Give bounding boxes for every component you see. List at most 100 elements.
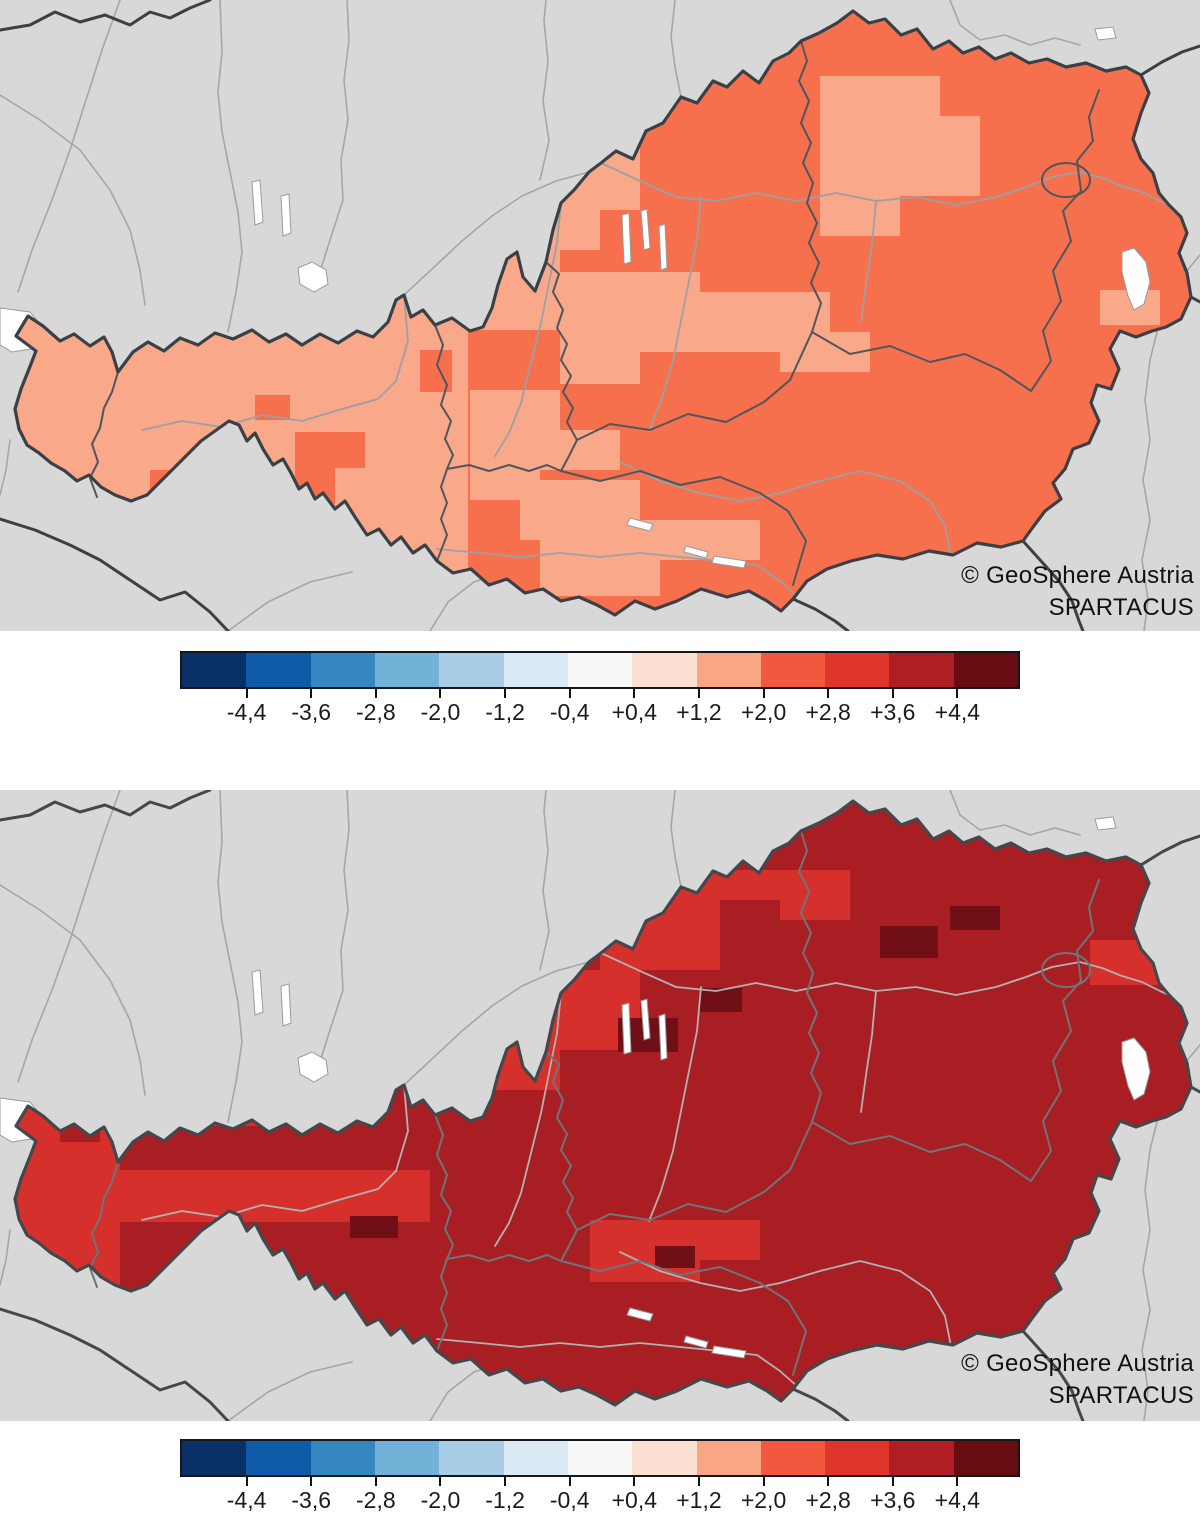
colorbar-tick-label: -4,4	[226, 1487, 267, 1513]
river-line	[860, 990, 877, 1113]
colorbar-segment-8	[696, 653, 761, 687]
colorbar-tick	[568, 1477, 571, 1486]
river-line	[494, 202, 562, 457]
colorbar-segment-9	[760, 653, 826, 687]
river-line	[619, 1251, 952, 1347]
colorbar-tick-label: -1,2	[485, 1487, 525, 1513]
river-line	[17, 790, 121, 1083]
colorbar-tick	[633, 689, 636, 698]
colorbar-tick-label: +2,0	[740, 1487, 787, 1513]
state-border-line	[1030, 879, 1100, 1182]
country-border-line	[0, 790, 212, 822]
country-border-line	[0, 0, 212, 32]
colorbar-tick-label: -0,4	[549, 1487, 590, 1513]
river-line	[436, 548, 799, 598]
colorbar-segment-11	[889, 653, 954, 687]
country-border-line	[1189, 1085, 1200, 1094]
colorbar-segment-8	[696, 1441, 761, 1475]
river-line	[670, 790, 682, 888]
colorbar-tick-label: +0,4	[611, 699, 657, 725]
colorbar-segment-0	[182, 1441, 247, 1475]
lake-shape	[280, 983, 292, 1027]
state-border-line	[446, 1254, 562, 1262]
lake-shape	[251, 969, 264, 1016]
colorbar-tick-label: +1,2	[676, 1487, 722, 1513]
colorbar-tick	[504, 689, 507, 698]
river-line	[436, 1338, 799, 1388]
colorbar-segment-0	[182, 653, 247, 687]
colorbar-tick	[956, 689, 959, 698]
anomaly-patch	[820, 76, 980, 236]
lake-shape	[297, 261, 329, 293]
colorbar-ticks	[180, 689, 1020, 698]
river-line	[317, 0, 350, 279]
river-line	[227, 1361, 353, 1421]
river-line	[403, 171, 590, 296]
lake-shape	[683, 1335, 709, 1349]
colorbar-tick-label: -3,6	[291, 1487, 332, 1513]
river-line	[539, 790, 550, 971]
colorbar-tick	[439, 689, 442, 698]
colorbar-tick	[827, 689, 830, 698]
credit-geosphere: © GeoSphere Austria	[961, 562, 1194, 589]
country-border-line	[0, 517, 230, 631]
lake-shape	[621, 212, 632, 265]
state-border-line	[811, 331, 1032, 392]
colorbar-tick-label: +4,4	[934, 699, 981, 725]
state-border-line	[436, 468, 448, 562]
credit-spartacus: SPARTACUS	[1048, 594, 1194, 621]
country-border-line	[791, 1387, 850, 1421]
lake-shape	[1094, 816, 1117, 831]
colorbar-tick	[439, 1477, 442, 1486]
colorbar-tick-label: -0,4	[549, 699, 590, 725]
colorbar-segment-2	[310, 1441, 375, 1475]
vienna-state-border	[1041, 952, 1091, 988]
lake-shape	[626, 517, 654, 532]
lake-shape	[297, 1051, 329, 1083]
river-line	[494, 992, 562, 1247]
state-border-line	[560, 1229, 578, 1262]
state-border-line	[560, 470, 807, 586]
lake-shape	[621, 1002, 632, 1055]
credit-spartacus: SPARTACUS	[1048, 1382, 1194, 1409]
colorbar-segment-3	[374, 1441, 440, 1475]
anomaly-patch	[295, 432, 365, 504]
colorbar-tick	[697, 689, 700, 698]
colorbar-tick	[633, 1477, 636, 1486]
anomaly-patch	[700, 870, 850, 920]
colorbar-tick	[891, 1477, 894, 1486]
river-line	[217, 0, 243, 333]
color-scale-lower: -4,4 -3,6 -2,8 -2,0 -1,2 -0,4 +0,4 +1,2 +2,0 +2,8…	[180, 1439, 1020, 1514]
colorbar-tick-label: -3,6	[291, 699, 332, 725]
lake-shape	[658, 1013, 668, 1061]
river-line	[949, 0, 1081, 46]
anomaly-patch	[520, 480, 760, 596]
colorbar-segment-11	[889, 1441, 954, 1475]
colorbar-tick-label: +2,8	[805, 1487, 851, 1513]
anomaly-patch	[700, 988, 742, 1012]
colorbar	[180, 1439, 1020, 1477]
state-border-line	[436, 1258, 448, 1352]
river-line	[0, 1229, 11, 1286]
colorbar-ticks	[180, 1477, 1020, 1486]
river-line	[860, 200, 877, 323]
colorbar-segment-7	[632, 1441, 697, 1475]
colorbar-tick-label: -2,8	[356, 699, 396, 725]
credit-geosphere: © GeoSphere Austria	[961, 1350, 1194, 1377]
river-line	[600, 162, 1170, 206]
colorbar-segment-6	[567, 1441, 633, 1475]
colorbar-tick-label: -4,4	[226, 699, 267, 725]
anomaly-patch	[255, 395, 290, 420]
river-line	[141, 294, 409, 431]
colorbar-segment-2	[310, 653, 375, 687]
state-border-line	[545, 261, 578, 441]
colorbar-tick	[956, 1477, 959, 1486]
colorbar-segment-10	[825, 1441, 890, 1475]
river-line	[0, 439, 11, 496]
river-line	[227, 571, 353, 631]
colorbar-tick-label: +2,8	[805, 699, 851, 725]
river-line	[0, 884, 146, 1096]
river-line	[17, 0, 121, 293]
river-line	[648, 196, 702, 432]
river-line	[141, 1084, 409, 1221]
